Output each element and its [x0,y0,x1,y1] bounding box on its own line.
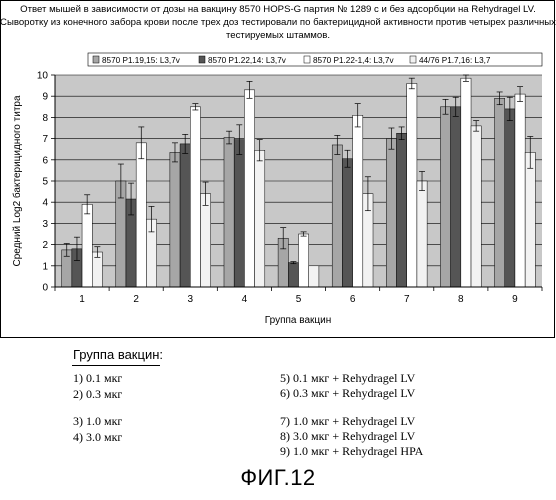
bar [332,145,342,287]
vaccine-group-item: 8) 3.0 мкг + Rehydragel LV [280,429,415,443]
chart-title-line: тестируемых штаммов. [226,30,330,41]
y-tick-label: 9 [42,92,48,103]
y-tick-label: 7 [42,134,48,145]
bar [255,150,265,287]
vaccine-group-item: 1) 0.1 мкг [73,371,122,385]
x-tick-label: 9 [512,294,518,305]
bar [461,78,471,287]
vaccine-group-item: 2) 0.3 мкг [73,387,122,401]
chart-title-line: Ответ мышей в зависимости от дозы на вак… [20,4,536,15]
bar [515,94,525,287]
y-tick-label: 4 [42,198,48,209]
bar [180,144,190,287]
y-axis-label: Средний Log2 бактерицидного титра [11,95,23,266]
bar [525,152,535,287]
y-tick-label: 8 [42,113,48,124]
bar [342,159,352,287]
x-tick-label: 4 [242,294,248,305]
chart-title-line: Сыворотку из конечного забора крови посл… [0,17,556,28]
bar [244,90,254,287]
x-tick-label: 2 [133,294,139,305]
y-tick-label: 3 [42,219,48,230]
bar [288,263,298,287]
bar [234,140,244,287]
legend-swatch [304,56,310,63]
bar [451,107,461,287]
chart-figure: Ответ мышей в зависимости от дозы на вак… [0,0,556,340]
bar [82,204,92,287]
x-tick-label: 7 [404,294,410,305]
legend-label: 8570 P1.22-1,4: L3,7v [313,56,394,65]
x-tick-label: 6 [350,294,356,305]
bar [170,152,180,287]
x-tick-label: 5 [296,294,302,305]
vaccine-group-item: 7) 1.0 мкг + Rehydragel LV [280,414,415,428]
legend-swatch [410,56,416,63]
bar [136,143,146,287]
bar [299,234,309,287]
vaccine-group-legend-title: Группа вакцин: [73,347,163,362]
bar [407,83,417,287]
vaccine-group-item: 9) 1.0 мкг + Rehydragel HPA [280,444,423,458]
y-tick-label: 1 [42,261,48,272]
legend-swatch [93,56,99,63]
bar [417,181,427,287]
bar [495,98,505,287]
legend-swatch [199,56,205,63]
bar [190,107,200,287]
bar [505,109,515,287]
bar [353,115,363,287]
bar [440,107,450,287]
vaccine-group-item: 6) 0.3 мкг + Rehydragel LV [280,386,415,400]
bar [471,126,481,287]
legend-label: 8570 P1.22,14: L3,7v [208,56,287,65]
y-tick-label: 10 [37,71,49,82]
bar [224,138,234,287]
y-tick-label: 6 [42,155,48,166]
bar [386,139,396,287]
chart-legend: 8570 P1.19,15: L3,7v 8570 P1.22,14: L3,7v… [88,53,542,66]
legend-label: 8570 P1.19,15: L3,7v [102,56,181,65]
x-tick-label: 8 [458,294,464,305]
y-tick-label: 2 [42,240,48,251]
vaccine-group-item: 3) 1.0 мкг [73,414,122,428]
x-tick-label: 3 [187,294,193,305]
vaccine-group-item: 4) 3.0 мкг [73,430,122,444]
legend-divider [72,365,160,366]
bar [397,133,407,287]
x-tick-label: 1 [79,294,85,305]
bar [309,266,319,287]
vaccine-group-item: 5) 0.1 мкг + Rehydragel LV [280,371,415,385]
y-tick-label: 0 [42,283,48,294]
x-axis-label: Группа вакцин [265,315,331,326]
bar [200,194,210,287]
figure-label: ФИГ.12 [0,465,556,491]
y-tick-label: 5 [42,177,48,188]
legend-label: 44/76 P1.7,16: L3,7 [419,56,491,65]
